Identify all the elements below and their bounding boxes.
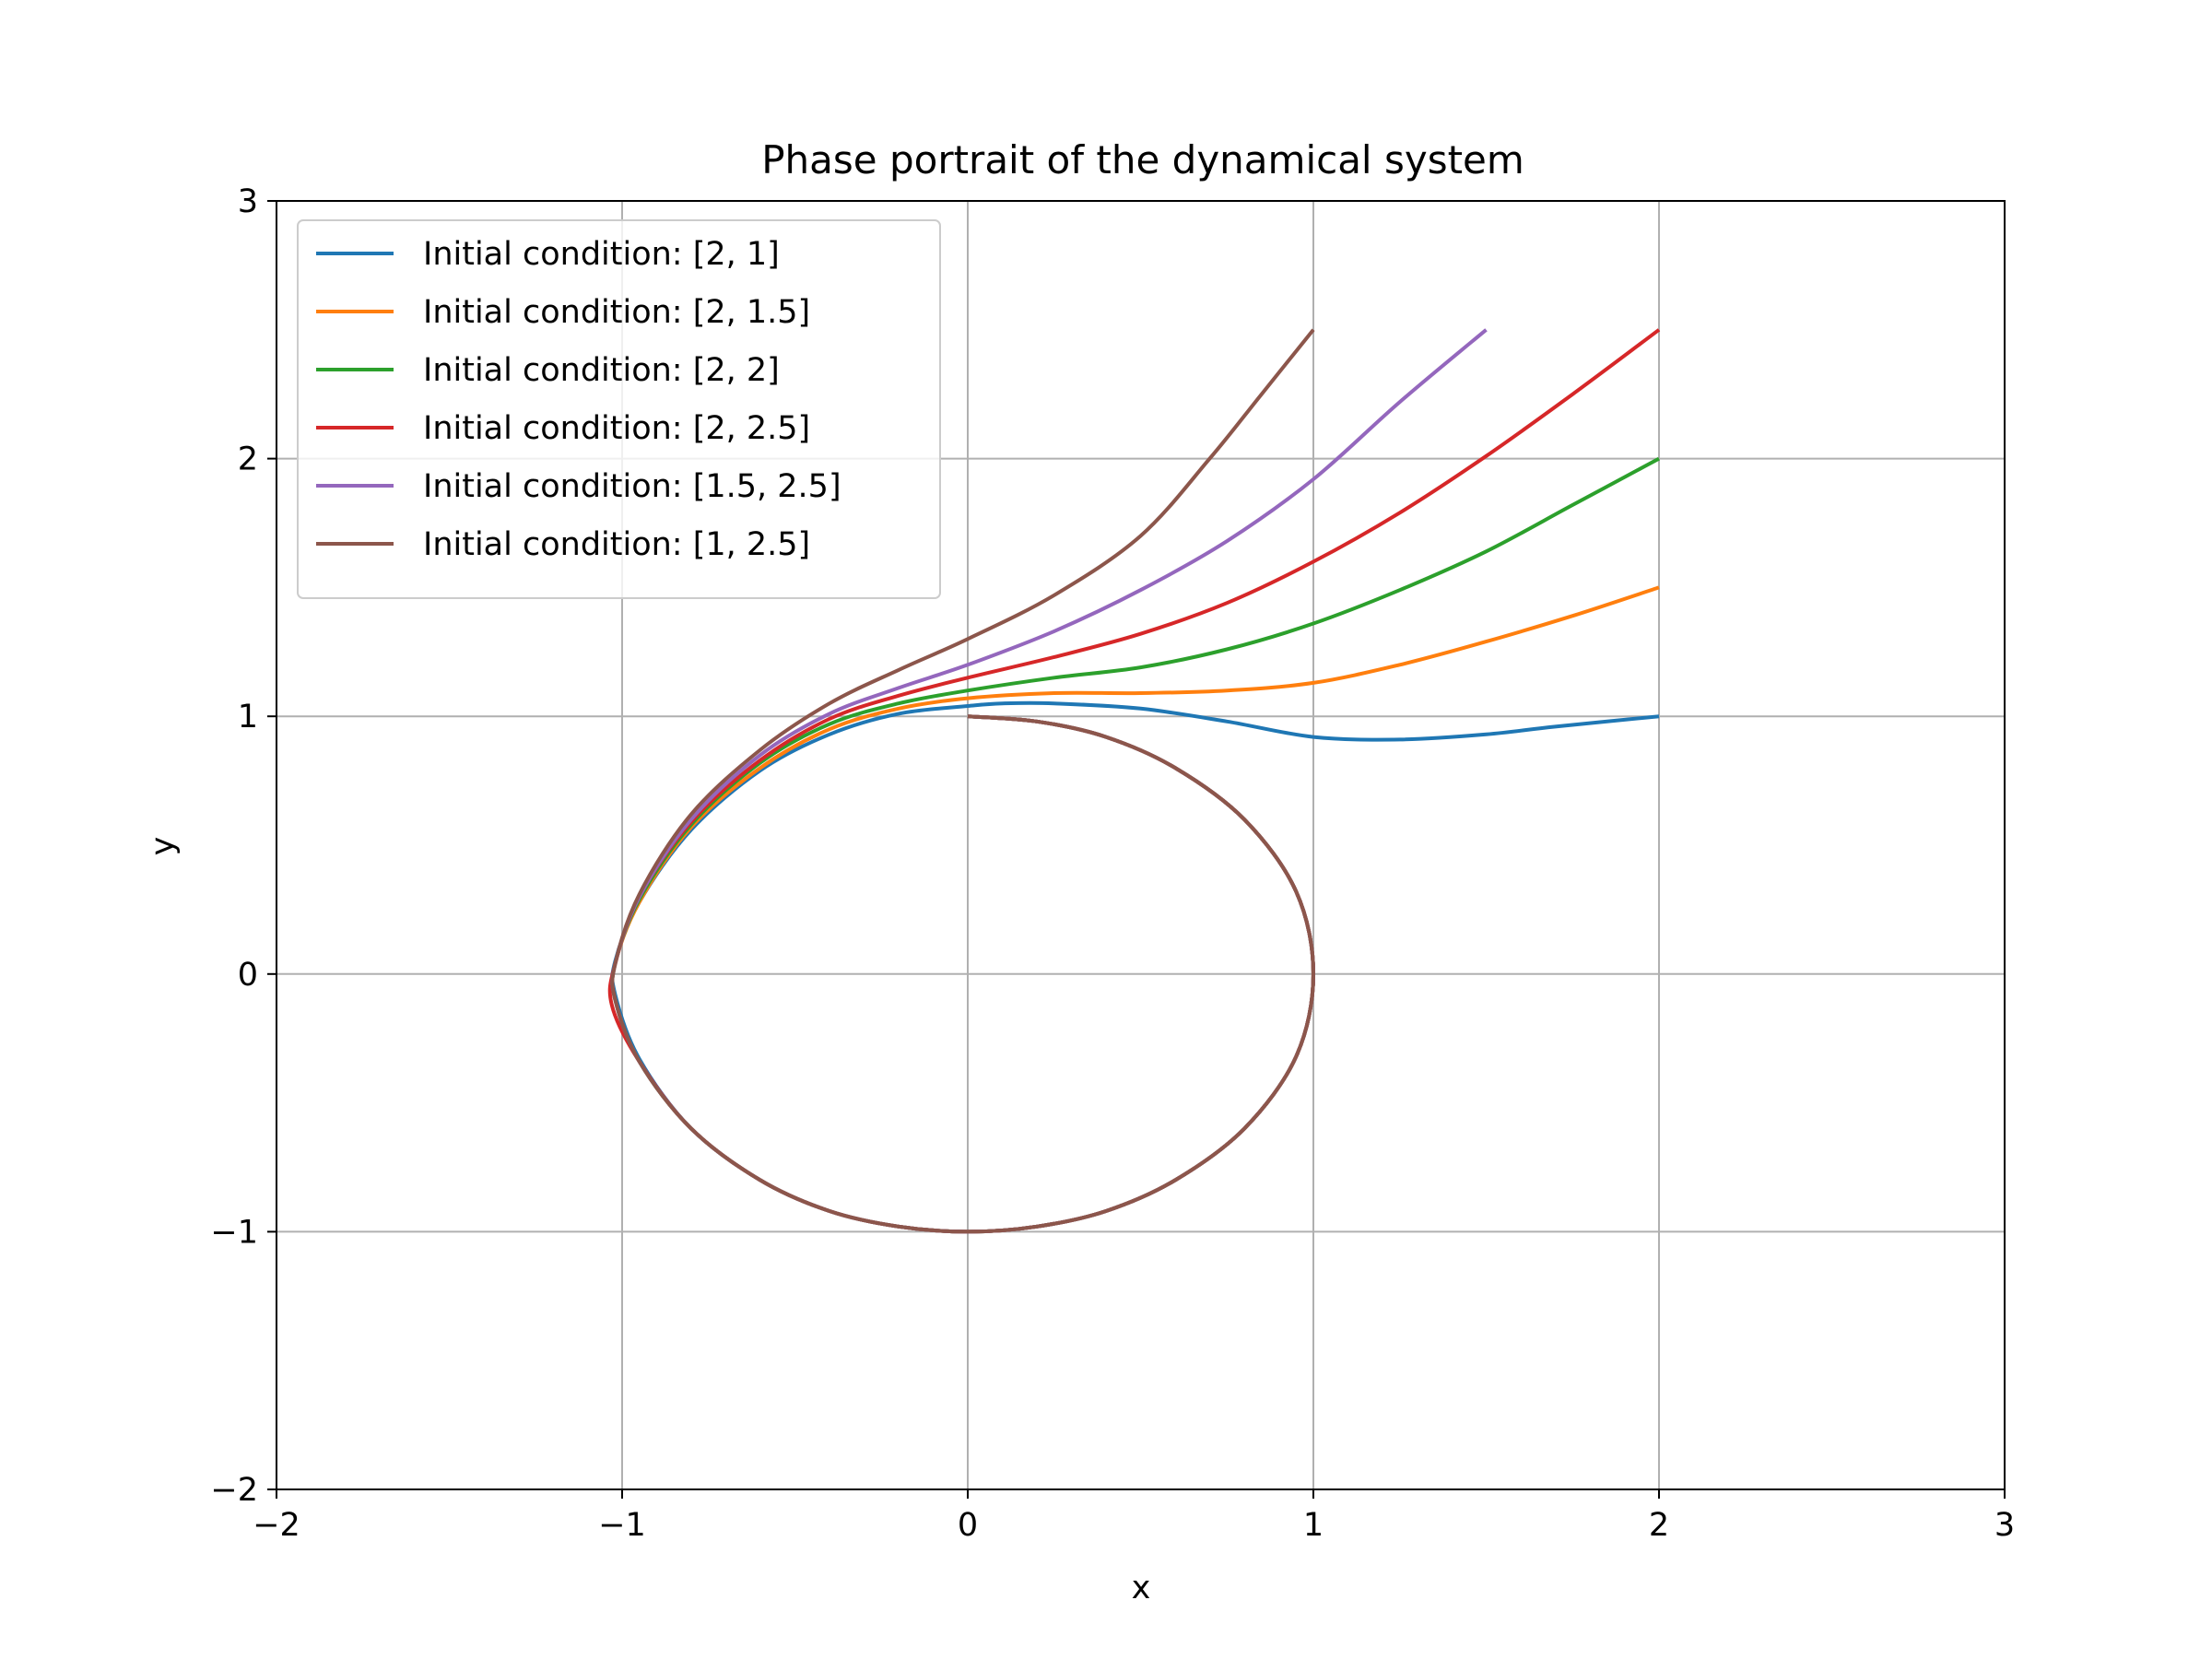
legend-label-6: Initial condition: [1, 2.5]	[423, 526, 810, 563]
y-tick-label: −2	[210, 1472, 258, 1509]
legend-label-3: Initial condition: [2, 2]	[423, 352, 780, 389]
chart-title: Phase portrait of the dynamical system	[761, 137, 1524, 182]
x-tick-label: −2	[253, 1507, 300, 1544]
y-tick-label: 1	[238, 699, 258, 735]
plot-frame	[276, 200, 2006, 1490]
x-tick-label: 1	[1303, 1507, 1324, 1544]
series-line-6	[610, 328, 1315, 1234]
x-axis-label: x	[1132, 1570, 1151, 1606]
grid-lines	[276, 200, 2006, 1490]
y-tick-label: 3	[238, 183, 258, 220]
legend-label-5: Initial condition: [1.5, 2.5]	[423, 468, 841, 505]
legend-box	[297, 219, 941, 599]
legend-label-4: Initial condition: [2, 2.5]	[423, 410, 810, 447]
legend-label-2: Initial condition: [2, 1.5]	[423, 294, 810, 331]
y-axis-label: y	[145, 837, 182, 856]
x-tick-label: −1	[598, 1507, 646, 1544]
y-tick-label: 2	[238, 441, 258, 478]
y-tick-label: −1	[210, 1214, 258, 1251]
legend-label-1: Initial condition: [2, 1]	[423, 236, 780, 273]
y-tick-label: 0	[238, 957, 258, 994]
series-lines	[607, 328, 1661, 1234]
x-tick-label: 0	[958, 1507, 978, 1544]
x-tick-label: 3	[1994, 1507, 2015, 1544]
x-tick-label: 2	[1649, 1507, 1669, 1544]
axis-ticks: −2 −1 0 1 2 3 −2 −1 0 1 2 3	[210, 183, 2015, 1544]
legend: Initial condition: [2, 1] Initial conditi…	[297, 219, 941, 599]
